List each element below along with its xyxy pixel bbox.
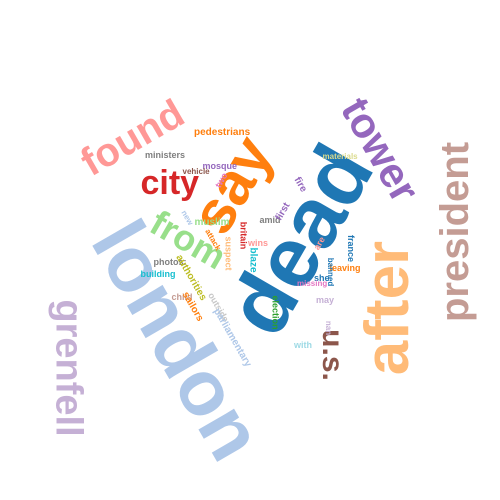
word-vehicle: vehicle — [182, 167, 210, 176]
word-britain: britain — [238, 221, 249, 249]
word-blaze: blaze — [247, 247, 259, 273]
word-mosque: mosque — [202, 160, 238, 171]
word-leaving: leaving — [329, 262, 361, 273]
word-with: with — [294, 339, 312, 350]
word-nan: nan — [324, 320, 334, 336]
word-grenfell: grenfell — [47, 299, 90, 437]
word-election: election — [270, 294, 281, 330]
word-building: building — [140, 268, 176, 279]
word-pedestrians: pedestrians — [194, 127, 251, 138]
word-wins: wins — [248, 237, 269, 248]
word-amid: amid — [259, 214, 281, 225]
word-city: city — [140, 164, 200, 202]
word-after: after — [353, 240, 423, 376]
word-suspect: suspect — [223, 235, 234, 271]
word-missing: missing — [297, 279, 328, 288]
word-child: child — [171, 291, 193, 302]
word-france: france — [345, 234, 356, 262]
word-photos: photos: — [153, 256, 187, 267]
word-may: may — [316, 294, 335, 305]
word-muslim: muslim — [194, 217, 230, 228]
word-materials: materials — [322, 152, 358, 161]
word-ministers: ministers — [145, 149, 186, 160]
word-president: president — [433, 141, 478, 323]
word-she: she — [314, 272, 330, 283]
word-banned: banned — [326, 257, 336, 287]
word-u-s: u.s. — [315, 329, 349, 381]
